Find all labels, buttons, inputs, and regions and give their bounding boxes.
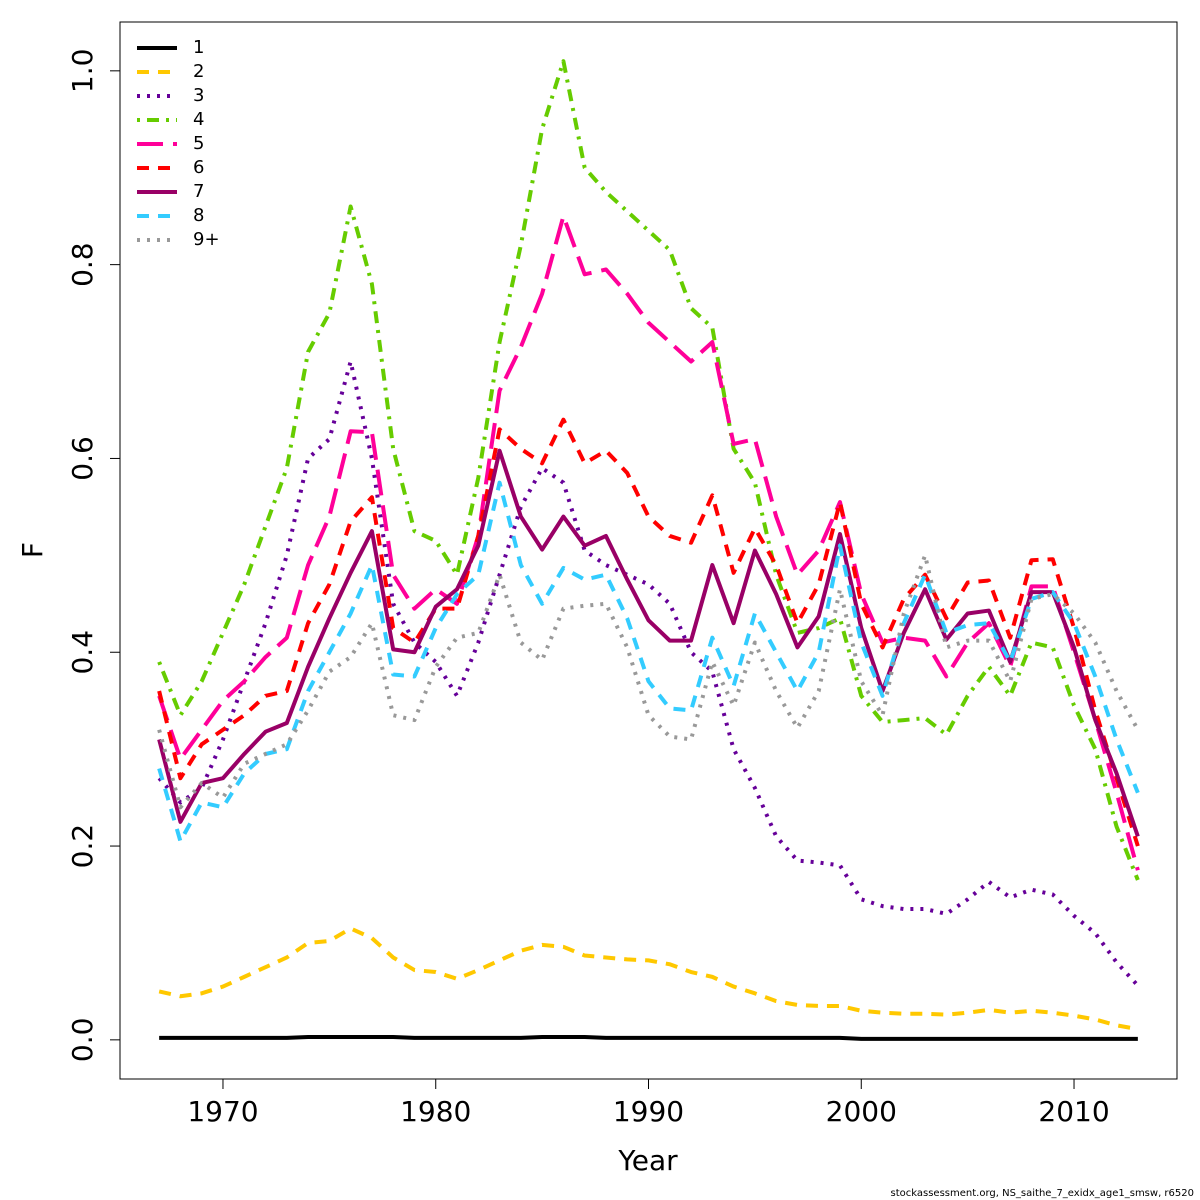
y-axis-title: F (16, 542, 49, 558)
legend-label: 8 (193, 205, 204, 226)
x-tick-label: 2010 (1038, 1095, 1109, 1128)
series-line (157, 59, 1140, 881)
series-line (158, 926, 1139, 1032)
legend-label: 9+ (193, 229, 220, 250)
y-tick-label: 1.0 (66, 49, 99, 94)
series-line (157, 359, 1140, 987)
legend-label: 2 (193, 61, 204, 82)
footnote: stockassessment.org, NS_saithe_7_exidx_a… (891, 1188, 1194, 1199)
legend-label: 4 (193, 109, 204, 130)
series-line (157, 417, 1140, 847)
plot-box (119, 21, 1178, 1080)
x-axis-title: Year (617, 1144, 678, 1177)
y-tick-label: 0.0 (66, 1018, 99, 1063)
x-tick-label: 1970 (187, 1095, 258, 1128)
x-tick-label: 1990 (613, 1095, 684, 1128)
x-tick-label: 1980 (400, 1095, 471, 1128)
series-line (157, 448, 1140, 837)
series-line (159, 1034, 1138, 1041)
x-tick-label: 2000 (826, 1095, 897, 1128)
series-line (157, 214, 1140, 871)
y-tick-label: 0.2 (66, 824, 99, 869)
legend-label: 7 (193, 181, 204, 202)
legend-label: 3 (193, 85, 204, 106)
legend-label: 5 (193, 133, 204, 154)
y-tick-label: 0.4 (66, 630, 99, 675)
y-tick-label: 0.8 (66, 242, 99, 287)
y-tick-label: 0.6 (66, 436, 99, 481)
legend-label: 6 (193, 157, 204, 178)
legend-label: 1 (193, 37, 204, 58)
series-line (157, 480, 1140, 844)
